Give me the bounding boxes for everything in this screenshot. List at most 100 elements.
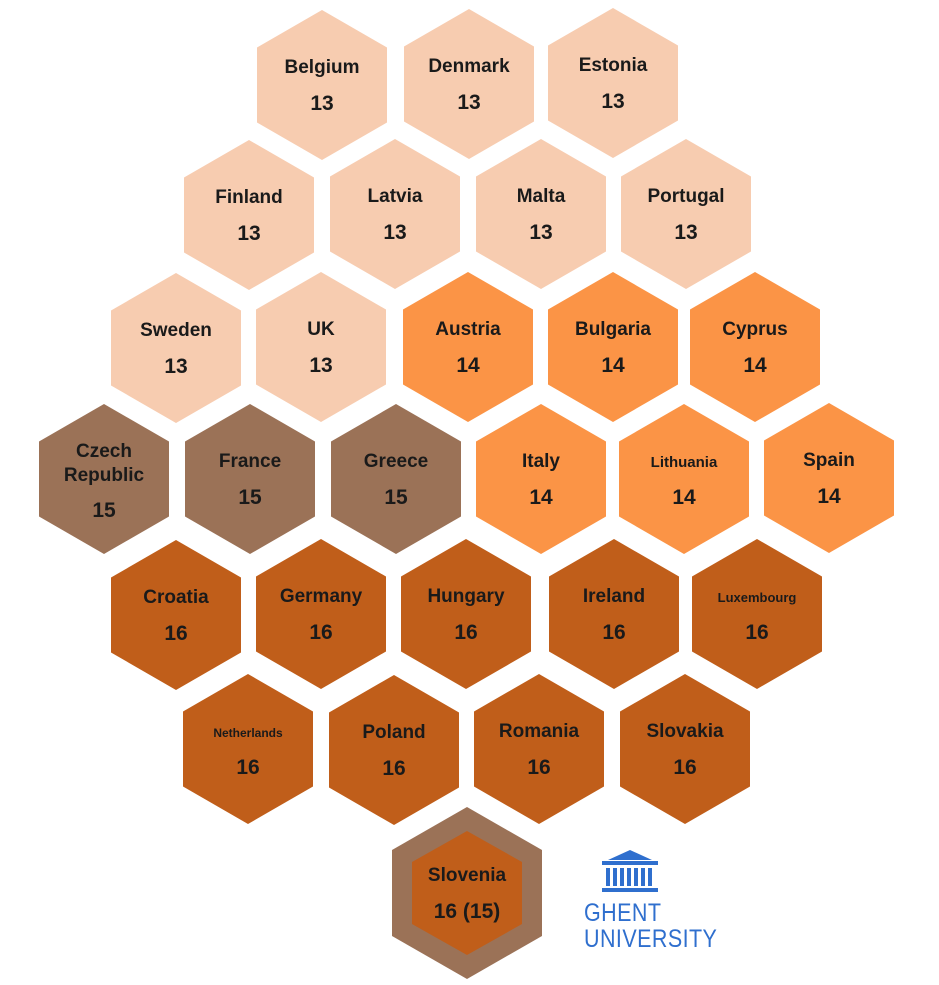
hex-shape	[692, 539, 822, 689]
country-name: Lithuania	[651, 454, 718, 471]
hex-shape	[619, 404, 749, 554]
country-value: 14	[743, 354, 767, 377]
country-value: 14	[529, 486, 553, 509]
country-value: 16	[309, 621, 332, 644]
hex-malta: Malta 13	[476, 139, 606, 289]
hex-italy: Italy 14	[476, 404, 606, 554]
country-name: Slovenia	[428, 865, 507, 886]
country-name: Portugal	[647, 186, 724, 207]
hex-france: France 15	[185, 404, 315, 554]
country-value: 14	[672, 486, 696, 509]
country-value: 15	[238, 486, 262, 509]
country-name: Belgium	[285, 57, 360, 78]
country-name: Netherlands	[213, 726, 283, 740]
country-name: France	[219, 451, 281, 472]
country-value: 13	[310, 92, 333, 115]
country-name: Slovakia	[646, 721, 724, 742]
hex-germany: Germany 16	[256, 539, 386, 689]
country-name: Greece	[364, 451, 428, 472]
hex-cyprus: Cyprus 14	[690, 272, 820, 422]
country-name: Sweden	[140, 320, 212, 341]
country-value: 13	[164, 355, 187, 378]
hex-shape	[331, 404, 461, 554]
hex-shape	[111, 273, 241, 423]
hex-shape	[690, 272, 820, 422]
hex-hungary: Hungary 16	[401, 539, 531, 689]
hex-shape	[476, 404, 606, 554]
hex-finland: Finland 13	[184, 140, 314, 290]
hex-shape	[111, 540, 241, 690]
hex-shape	[764, 403, 894, 553]
hex-estonia: Estonia 13	[548, 8, 678, 158]
country-value: 15	[384, 486, 408, 509]
hex-portugal: Portugal 13	[621, 139, 751, 289]
university-building-icon	[602, 850, 658, 892]
hex-shape	[474, 674, 604, 824]
hex-shape	[329, 675, 459, 825]
hex-greece: Greece 15	[331, 404, 461, 554]
country-name: Bulgaria	[575, 319, 651, 340]
country-name: Spain	[803, 450, 855, 471]
country-value: 13	[383, 221, 406, 244]
country-value: 13	[457, 91, 480, 114]
hex-shape	[401, 539, 531, 689]
country-value: 15	[92, 499, 116, 522]
country-value: 13	[237, 222, 260, 245]
country-value: 13	[601, 90, 624, 113]
hex-shape	[549, 539, 679, 689]
hex-shape	[256, 272, 386, 422]
country-name: Ireland	[583, 586, 645, 607]
hex-shape	[620, 674, 750, 824]
hex-czech-republic: Czech Republic 15	[39, 404, 169, 554]
hex-shape	[256, 539, 386, 689]
country-value: 14	[817, 485, 841, 508]
hex-poland: Poland 16	[329, 675, 459, 825]
hex-shape	[39, 404, 169, 554]
hex-shape	[185, 404, 315, 554]
hex-austria: Austria 14	[403, 272, 533, 422]
country-name: Cyprus	[722, 319, 787, 340]
hex-shape	[257, 10, 387, 160]
hex-slovenia: Slovenia 16 (15)	[392, 807, 542, 979]
country-name: UK	[307, 319, 335, 340]
hex-shape	[404, 9, 534, 159]
country-value: 16	[745, 621, 768, 644]
country-value: 16	[673, 756, 696, 779]
country-name: Poland	[362, 722, 425, 743]
hex-shape	[412, 831, 522, 955]
country-name: Malta	[517, 186, 566, 207]
country-value: 16	[382, 757, 405, 780]
country-name: Denmark	[428, 56, 510, 77]
country-value: 16	[164, 622, 187, 645]
country-value: 14	[456, 354, 480, 377]
country-name: Germany	[280, 586, 363, 607]
hex-romania: Romania 16	[474, 674, 604, 824]
country-value: 16 (15)	[434, 900, 501, 923]
country-value: 16	[602, 621, 625, 644]
hex-shape	[548, 272, 678, 422]
logo-line-1: GHENT	[584, 899, 662, 927]
hex-shape	[184, 140, 314, 290]
country-name: Romania	[499, 721, 580, 742]
country-name: Latvia	[368, 186, 423, 207]
hex-belgium: Belgium 13	[257, 10, 387, 160]
hex-latvia: Latvia 13	[330, 139, 460, 289]
hex-uk: UK 13	[256, 272, 386, 422]
hex-shape	[621, 139, 751, 289]
country-name: Croatia	[143, 587, 209, 608]
logo-line-2: UNIVERSITY	[584, 925, 718, 953]
country-value: 13	[309, 354, 332, 377]
country-value: 14	[601, 354, 625, 377]
hex-shape	[330, 139, 460, 289]
country-value: 16	[527, 756, 550, 779]
country-value: 16	[454, 621, 477, 644]
country-value: 13	[674, 221, 697, 244]
hex-sweden: Sweden 13	[111, 273, 241, 423]
hex-bulgaria: Bulgaria 14	[548, 272, 678, 422]
hex-denmark: Denmark 13	[404, 9, 534, 159]
hex-lithuania: Lithuania 14	[619, 404, 749, 554]
country-name: Luxembourg	[718, 590, 797, 605]
country-name: Finland	[215, 187, 283, 208]
hex-spain: Spain 14	[764, 403, 894, 553]
